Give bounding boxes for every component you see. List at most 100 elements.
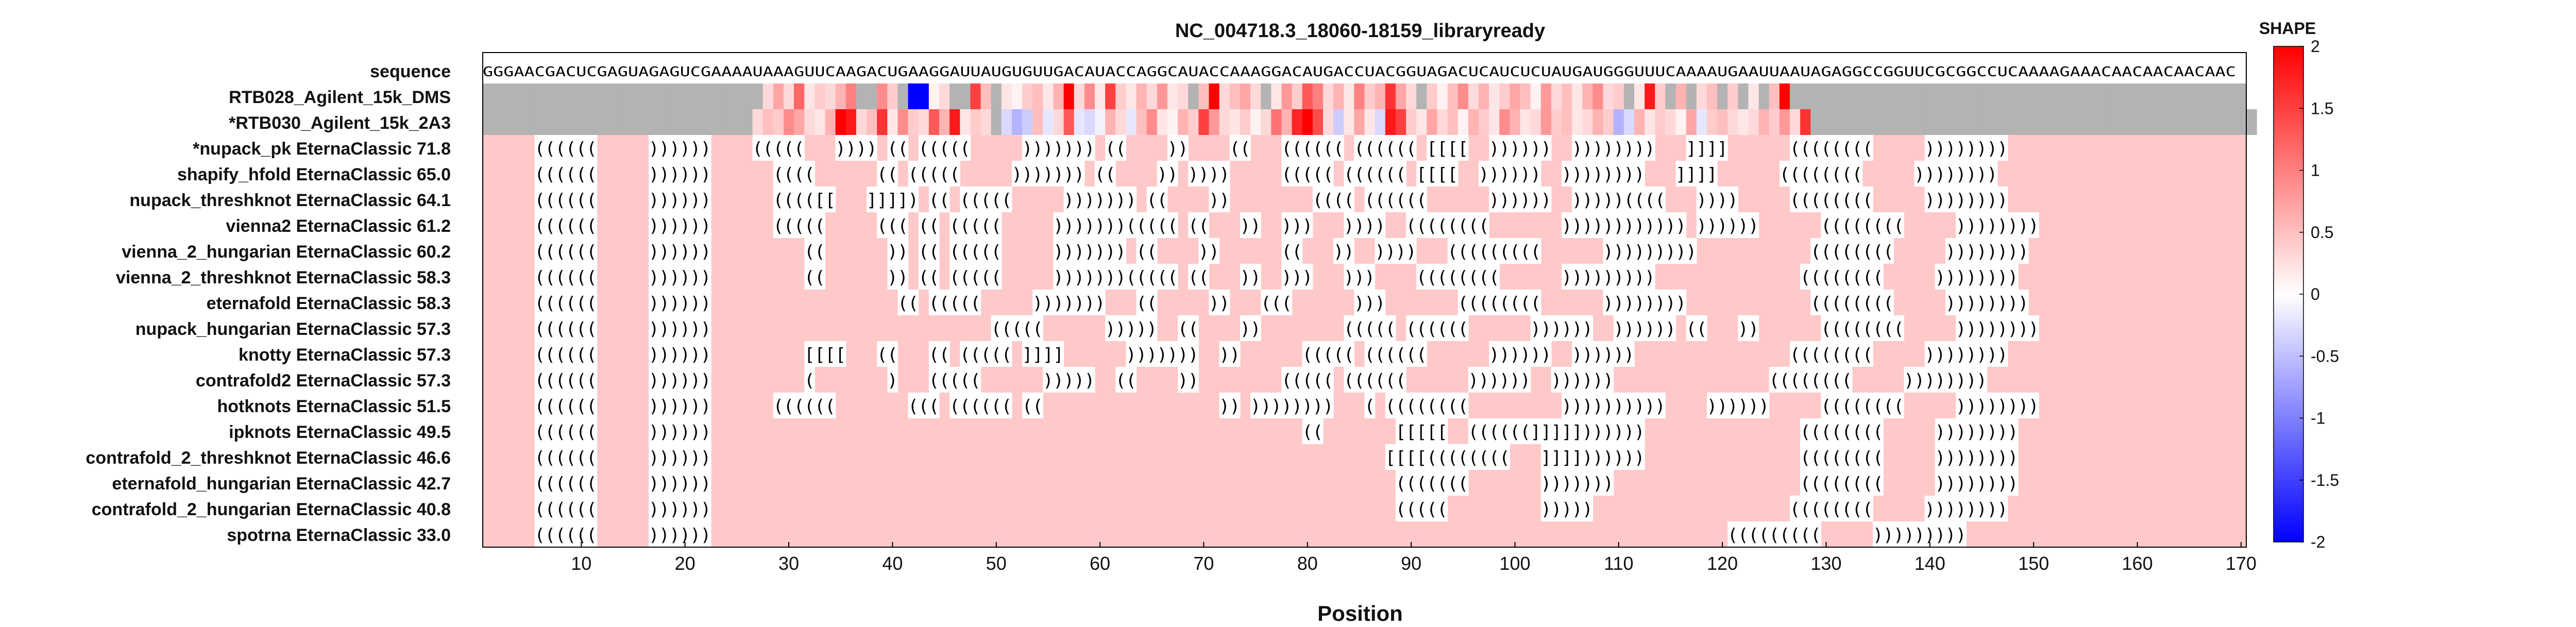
structure-char: ] (1022, 345, 1032, 365)
structure-char: ) (649, 499, 659, 520)
paired-cell (1966, 238, 1977, 264)
structure-char: ) (1966, 319, 1976, 340)
shape-cell (1665, 83, 1676, 109)
shape-cell (1956, 83, 1967, 109)
shape-cell (1613, 109, 1624, 135)
paired-cell (815, 212, 826, 238)
shape-cell (804, 83, 815, 109)
structure-char: ( (1873, 448, 1883, 468)
structure-char: ) (1883, 525, 1893, 546)
structure-char: ( (555, 422, 566, 443)
structure-char: ) (1976, 216, 1987, 236)
structure-char: ( (1810, 370, 1821, 391)
shape-cell (503, 83, 515, 109)
shape-cell (1831, 83, 1842, 109)
structure-char: ( (555, 164, 566, 185)
structure-char: ) (659, 139, 669, 159)
structure-char: ( (1447, 216, 1458, 236)
structure-char: ) (669, 164, 680, 185)
structure-char: ) (1748, 396, 1758, 417)
paired-cell (1478, 238, 1489, 264)
structure-char: ) (659, 190, 669, 211)
paired-cell (1022, 135, 1033, 161)
structure-char: ( (1323, 345, 1333, 365)
shape-cell (1914, 109, 1925, 135)
shape-cell (1706, 109, 1718, 135)
structure-char: ) (1562, 216, 1572, 236)
x-tick-label: 120 (1707, 553, 1738, 574)
structure-char: ) (2008, 267, 2018, 288)
structure-char: ( (1852, 293, 1862, 314)
structure-char: ( (1447, 396, 1458, 417)
structure-char: ) (1603, 422, 1613, 443)
shape-cell (555, 109, 566, 135)
structure-char: ) (1188, 345, 1198, 365)
shape-cell (576, 83, 587, 109)
structure-char: ] (1541, 422, 1551, 443)
paired-cell (1447, 212, 1459, 238)
shape-cell (1769, 109, 1780, 135)
structure-char: ( (1002, 396, 1012, 417)
structure-char: ( (1281, 242, 1292, 262)
paired-cell (1043, 135, 1054, 161)
structure-char: ( (1852, 139, 1862, 159)
paired-cell (1873, 238, 1884, 264)
structure-char: ) (1136, 319, 1146, 340)
paired-cell (1603, 135, 1614, 161)
structure-char: ( (1862, 448, 1873, 468)
paired-cell (649, 238, 659, 264)
structure-char: ) (1489, 345, 1499, 365)
paired-cell (804, 161, 815, 187)
structure-char: ( (1852, 422, 1862, 443)
structure-char: ( (1520, 422, 1530, 443)
structure-char: ) (1582, 190, 1592, 211)
x-tick-label: 10 (571, 553, 591, 574)
row-label-structure: contrafold2 EternaClassic 57.3 (196, 371, 451, 391)
structure-char: ) (1655, 396, 1665, 417)
structure-char: [ (1458, 139, 1468, 159)
structure-char: ( (566, 190, 576, 211)
paired-cell (576, 135, 587, 161)
shape-cell (1447, 83, 1459, 109)
structure-char: ) (1624, 242, 1634, 262)
structure-char: ) (1997, 267, 2008, 288)
shape-cell (1779, 83, 1790, 109)
structure-char: ) (659, 396, 669, 417)
structure-char: ) (1562, 370, 1572, 391)
structure-char: ( (1862, 396, 1873, 417)
shape-cell (1997, 109, 2008, 135)
paired-cell (1738, 212, 1749, 238)
structure-char: ) (1582, 448, 1592, 468)
structure-char: ( (1136, 267, 1146, 288)
structure-char: ) (701, 473, 711, 494)
paired-cell (1623, 238, 1635, 264)
structure-char: ) (1053, 293, 1063, 314)
structure-char: ( (566, 499, 576, 520)
paired-cell (773, 187, 784, 212)
paired-cell (1489, 264, 1500, 290)
structure-char: ) (1592, 139, 1603, 159)
structure-char: ) (1063, 267, 1074, 288)
structure-char: ) (1032, 164, 1043, 185)
paired-cell (1053, 212, 1064, 238)
structure-char: ) (649, 396, 659, 417)
structure-char: ) (1074, 164, 1084, 185)
paired-cell (1427, 212, 1438, 238)
paired-cell (1136, 238, 1147, 264)
structure-char: ) (1281, 396, 1292, 417)
paired-cell (1022, 161, 1033, 187)
paired-cell (555, 187, 566, 212)
paired-cell (1873, 212, 1884, 238)
colorbar-tick-label: 1 (2311, 161, 2320, 180)
paired-cell (928, 238, 940, 264)
structure-char: ( (1821, 164, 1831, 185)
structure-char: ( (1873, 242, 1883, 262)
structure-char: ) (1976, 164, 1987, 185)
structure-char: ( (919, 267, 929, 288)
structure-char: ) (2008, 448, 2018, 468)
paired-cell (1613, 187, 1624, 212)
structure-char: ( (970, 216, 980, 236)
paired-cell (680, 238, 691, 264)
structure-char: ( (980, 267, 991, 288)
structure-char: ) (1209, 293, 1219, 314)
